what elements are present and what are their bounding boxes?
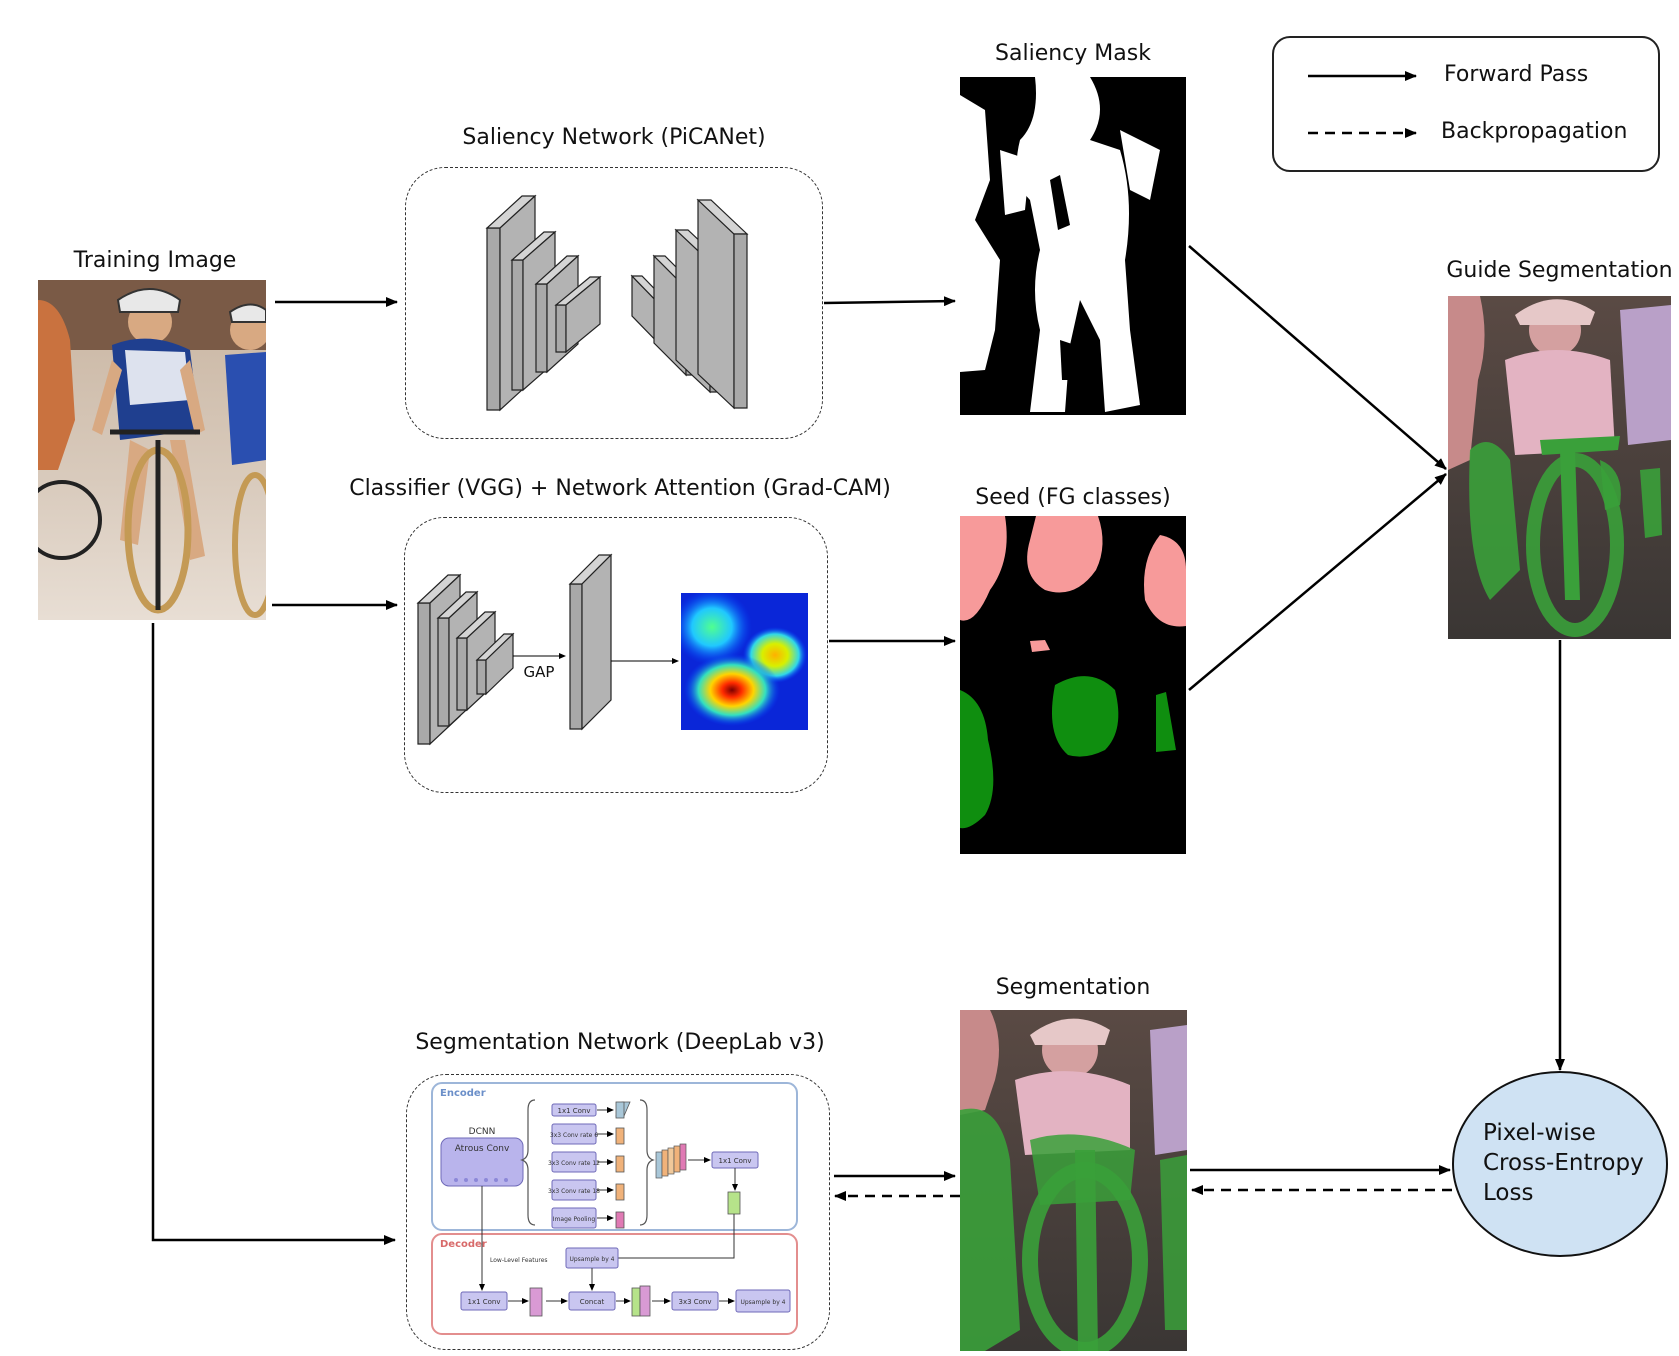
saliency-network-layers bbox=[485, 194, 749, 412]
saliency-network-title: Saliency Network (PiCANet) bbox=[462, 125, 766, 150]
aspp-branch-boxes bbox=[551, 1103, 597, 1229]
legend bbox=[1272, 36, 1660, 172]
loss-node bbox=[1452, 1071, 1668, 1257]
classifier-network-box bbox=[404, 517, 828, 793]
upsample-2-label: Upsample by 4 bbox=[740, 1299, 785, 1306]
decoder-label: Decoder bbox=[440, 1239, 487, 1250]
atrous-conv-label: Atrous Conv bbox=[455, 1144, 510, 1154]
segmentation-network-box bbox=[406, 1074, 830, 1350]
aspp-branch-3: 3x3 Conv rate 12 bbox=[548, 1160, 600, 1167]
forward-arrows bbox=[151, 245, 1565, 1245]
low-level-features-label: Low-Level Features bbox=[490, 1257, 548, 1264]
aspp-feature-maps bbox=[615, 1101, 631, 1229]
aspp-branch-arrows bbox=[597, 1107, 614, 1221]
gap-label: GAP bbox=[524, 663, 555, 681]
atrous-kernel-dots bbox=[454, 1178, 508, 1182]
guide-segmentation-image bbox=[1448, 296, 1671, 639]
loss-line-3: Loss bbox=[1483, 1180, 1534, 1206]
aspp-branch-1: 1x1 Conv bbox=[557, 1107, 590, 1115]
saliency-mask bbox=[960, 77, 1186, 415]
loss-line-2: Cross-Entropy bbox=[1483, 1150, 1644, 1176]
seed-map bbox=[960, 516, 1186, 854]
loss-line-1: Pixel-wise bbox=[1483, 1120, 1596, 1146]
concat-label: Concat bbox=[580, 1298, 605, 1306]
guide-segmentation-title: Guide Segmentation bbox=[1446, 258, 1673, 283]
decoder-conv3-label: 3x3 Conv bbox=[678, 1298, 711, 1306]
loss-label: Pixel-wise Cross-Entropy Loss bbox=[1483, 1118, 1644, 1208]
saliency-mask-title: Saliency Mask bbox=[995, 41, 1151, 66]
segmentation-image bbox=[960, 1010, 1187, 1351]
legend-forward-label: Forward Pass bbox=[1444, 62, 1589, 87]
deeplab-schematic bbox=[431, 1082, 798, 1335]
training-image-title: Training Image bbox=[73, 248, 237, 273]
training-image bbox=[38, 280, 266, 620]
aspp-branch-5: Image Pooling bbox=[553, 1216, 596, 1223]
saliency-network-box bbox=[405, 167, 823, 439]
seed-title: Seed (FG classes) bbox=[975, 485, 1171, 510]
segmentation-network-title: Segmentation Network (DeepLab v3) bbox=[415, 1030, 825, 1055]
decoder-conv1-label: 1x1 Conv bbox=[467, 1298, 500, 1306]
encoder-label: Encoder bbox=[440, 1088, 486, 1099]
dcnn-label: DCNN bbox=[469, 1127, 496, 1137]
upsample-1-label: Upsample by 4 bbox=[569, 1256, 614, 1263]
backprop-arrows bbox=[834, 1185, 1452, 1201]
classifier-network-title: Classifier (VGG) + Network Attention (Gr… bbox=[349, 476, 891, 501]
aspp-branch-4: 3x3 Conv rate 18 bbox=[548, 1188, 600, 1195]
encoder-out-conv: 1x1 Conv bbox=[718, 1157, 751, 1165]
legend-backprop-label: Backpropagation bbox=[1441, 119, 1628, 144]
segmentation-title: Segmentation bbox=[995, 975, 1151, 1000]
gradcam-heatmap bbox=[681, 593, 808, 730]
aspp-branch-2: 3x3 Conv rate 6 bbox=[550, 1132, 598, 1139]
aspp-concat-stack bbox=[655, 1143, 687, 1179]
classifier-layers bbox=[416, 553, 613, 746]
